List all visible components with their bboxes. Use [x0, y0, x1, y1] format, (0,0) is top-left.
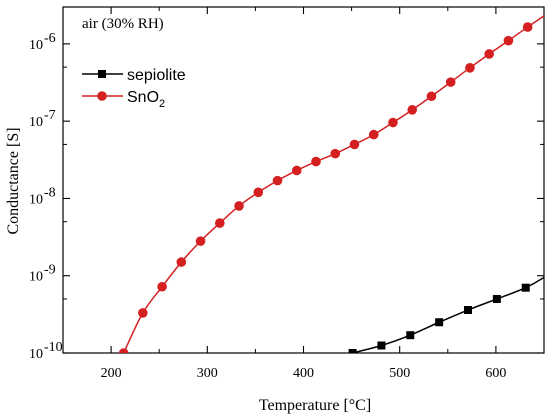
data-point-sepiolite — [492, 294, 501, 303]
data-point-sepiolite — [521, 283, 530, 292]
data-point-sno2 — [465, 63, 475, 73]
legend-marker-sepiolite — [98, 70, 106, 78]
condition-annotation: air (30% RH) — [82, 16, 164, 32]
legend-label-sno2-subscript: 2 — [159, 98, 165, 110]
y-tick-exponent: -8 — [44, 185, 56, 200]
x-tick-label: 400 — [293, 366, 314, 381]
x-tick-label: 300 — [197, 366, 218, 381]
data-point-sno2 — [234, 201, 244, 211]
x-tick-label: 500 — [389, 366, 410, 381]
data-point-sno2 — [522, 22, 533, 32]
data-point-sepiolite — [377, 341, 386, 350]
y-tick-base: 10 — [29, 192, 43, 207]
data-point-sno2 — [253, 187, 264, 198]
y-tick-label: 10 — [29, 347, 43, 362]
data-point-sno2 — [195, 236, 206, 246]
y-tick-label: 10 — [29, 38, 43, 53]
y-tick-exponent: -7 — [44, 108, 56, 123]
x-tick-label: 200 — [101, 366, 122, 381]
y-axis-title: Conductance [S] — [5, 127, 22, 234]
x-tick-label: 600 — [485, 366, 506, 381]
legend-label-sepiolite: sepiolite — [127, 67, 186, 84]
data-point-sepiolite — [348, 349, 357, 353]
data-point-sepiolite — [406, 331, 415, 340]
y-tick-label: 10 — [29, 192, 43, 207]
legend-marker-sno2 — [97, 91, 107, 101]
legend: sepiolite SnO2 — [82, 67, 186, 110]
x-axis-ticks: 200 300 400 500 600 — [62, 7, 545, 381]
y-tick-exponent: -6 — [44, 31, 56, 46]
x-axis-title: Temperature [°C] — [259, 397, 371, 414]
legend-label-sno2-base: SnO — [127, 89, 159, 106]
data-point-sno2 — [445, 77, 456, 87]
y-tick-base: 10 — [29, 270, 43, 285]
y-tick-base: 10 — [29, 38, 43, 53]
data-point-sno2 — [291, 165, 302, 176]
y-tick-base: 10 — [29, 347, 43, 362]
data-point-sno2 — [138, 308, 148, 318]
data-point-sno2 — [311, 156, 321, 167]
plot-series — [118, 15, 544, 353]
data-point-sno2 — [426, 91, 437, 102]
data-point-sepiolite — [464, 306, 473, 315]
y-tick-label: 10 — [29, 115, 43, 130]
data-point-sno2 — [503, 35, 514, 46]
data-point-sno2 — [215, 218, 225, 228]
data-point-sno2 — [349, 139, 360, 150]
data-point-sno2 — [407, 105, 418, 115]
data-point-sno2 — [484, 49, 494, 59]
data-point-sno2 — [176, 257, 187, 267]
y-tick-base: 10 — [29, 115, 43, 130]
y-tick-exponent: -10 — [44, 340, 63, 355]
data-point-sno2 — [272, 175, 283, 186]
legend-label-sno2: SnO2 — [127, 89, 165, 110]
data-point-sno2 — [368, 129, 379, 140]
data-point-sno2 — [388, 117, 398, 128]
data-point-sno2 — [118, 348, 129, 353]
y-tick-label: 10 — [29, 270, 43, 285]
data-point-sno2 — [157, 281, 167, 292]
y-tick-exponent: -9 — [44, 263, 56, 278]
data-point-sepiolite — [435, 318, 444, 327]
plot-frame — [62, 6, 545, 354]
data-point-sno2 — [330, 148, 341, 159]
